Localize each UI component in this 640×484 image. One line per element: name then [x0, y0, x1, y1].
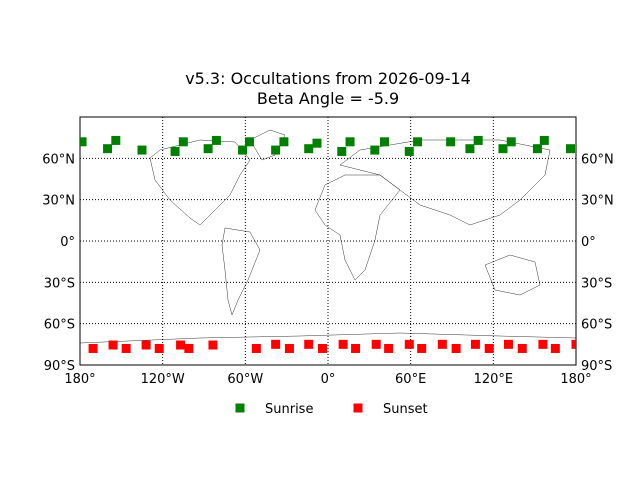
- legend-label: Sunrise: [265, 402, 313, 417]
- y-tick-label: 60°S: [44, 318, 75, 333]
- legend-label: Sunset: [383, 402, 428, 417]
- grid: [79, 117, 577, 366]
- marker: [338, 339, 348, 349]
- x-tick-label: 0°: [321, 372, 336, 387]
- marker: [498, 144, 508, 154]
- marker: [465, 144, 475, 154]
- marker: [244, 137, 254, 147]
- markers: [80, 135, 576, 353]
- marker: [345, 137, 355, 147]
- marker: [550, 343, 560, 353]
- y-tick-label-right: 0°: [581, 235, 596, 250]
- coastlines: [80, 129, 576, 344]
- marker: [484, 343, 494, 353]
- x-tick-label: 180°: [560, 372, 591, 387]
- marker: [517, 343, 527, 353]
- marker: [371, 339, 381, 349]
- y-tick-label-right: 60°S: [581, 318, 612, 333]
- marker: [470, 339, 480, 349]
- marker: [539, 135, 549, 145]
- x-tick-label: 60°W: [227, 372, 263, 387]
- marker: [111, 135, 121, 145]
- marker: [103, 144, 113, 154]
- marker: [141, 340, 151, 350]
- y-tick-label-right: 30°N: [581, 194, 614, 209]
- marker: [251, 343, 261, 353]
- marker: [304, 339, 314, 349]
- marker: [337, 146, 347, 156]
- marker: [538, 339, 548, 349]
- marker: [413, 137, 423, 147]
- y-tick-label: 30°S: [44, 276, 75, 291]
- marker: [121, 343, 131, 353]
- marker: [304, 144, 314, 154]
- marker: [211, 135, 221, 145]
- marker: [154, 343, 164, 353]
- marker: [437, 339, 447, 349]
- marker: [208, 340, 218, 350]
- chart-subtitle: Beta Angle = -5.9: [257, 89, 399, 108]
- marker: [88, 343, 98, 353]
- marker: [317, 343, 327, 353]
- marker: [404, 339, 414, 349]
- marker: [379, 137, 389, 147]
- x-tick-label: 120°W: [141, 372, 185, 387]
- marker: [80, 137, 87, 147]
- marker: [417, 343, 427, 353]
- marker: [565, 144, 575, 154]
- marker: [271, 145, 281, 155]
- y-tick-label: 60°N: [42, 152, 75, 167]
- y-tick-label-right: 30°S: [581, 276, 612, 291]
- x-tick-label: 180°: [64, 372, 95, 387]
- marker: [506, 137, 516, 147]
- marker: [184, 343, 194, 353]
- marker: [446, 137, 456, 147]
- marker: [473, 135, 483, 145]
- y-tick-label: 0°: [60, 235, 75, 250]
- marker: [384, 343, 394, 353]
- marker: [178, 137, 188, 147]
- marker: [370, 145, 380, 155]
- x-tick-label: 60°E: [395, 372, 426, 387]
- marker: [108, 340, 118, 350]
- marker: [451, 343, 461, 353]
- chart-title: v5.3: Occultations from 2026-09-14: [185, 69, 471, 88]
- marker: [170, 146, 180, 156]
- marker: [312, 138, 322, 148]
- marker: [203, 144, 213, 154]
- y-tick-label-right: 60°N: [581, 152, 614, 167]
- marker: [351, 343, 361, 353]
- marker: [404, 146, 414, 156]
- marker: [279, 137, 289, 147]
- marker: [271, 339, 281, 349]
- marker: [176, 340, 186, 350]
- y-tick-label: 30°N: [42, 194, 75, 209]
- marker: [238, 145, 248, 155]
- legend-marker: [353, 403, 363, 413]
- marker: [503, 339, 513, 349]
- marker: [532, 144, 542, 154]
- legend-marker: [235, 403, 245, 413]
- marker: [284, 343, 294, 353]
- y-tick-label-right: 90°S: [581, 359, 612, 374]
- x-tick-label: 120°E: [474, 372, 514, 387]
- marker: [571, 339, 576, 349]
- y-tick-label: 90°S: [44, 359, 75, 374]
- marker: [137, 145, 147, 155]
